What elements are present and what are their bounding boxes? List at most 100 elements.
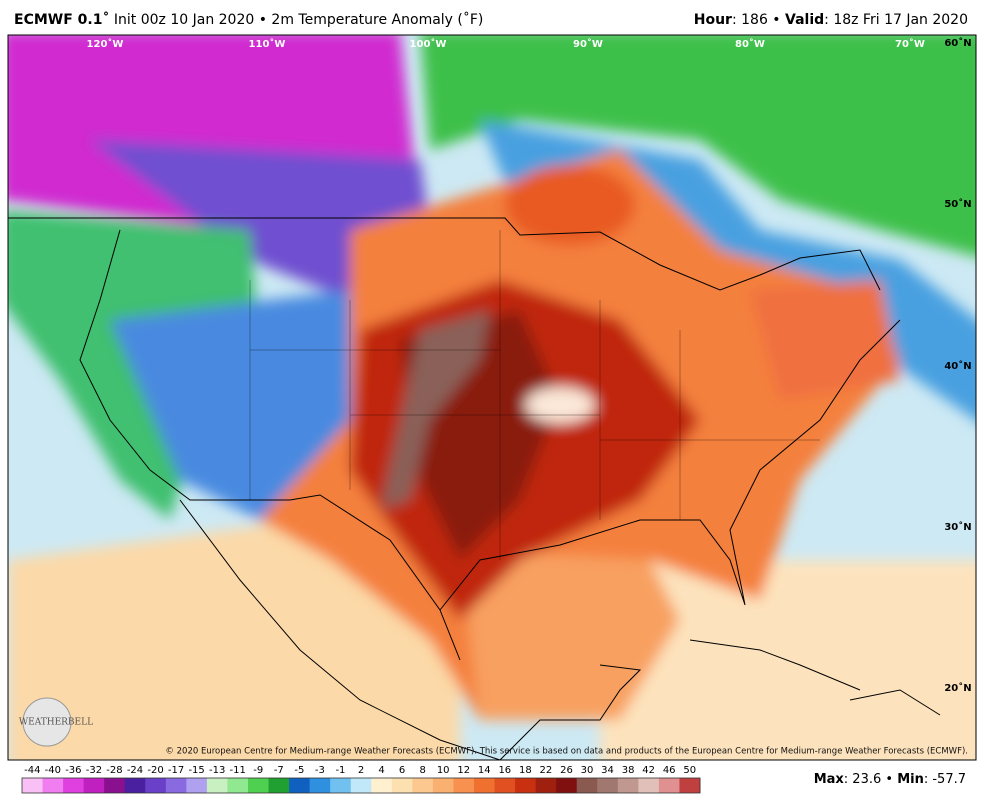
- colorbar-label: 12: [457, 765, 470, 776]
- latitude-label: 40˚N: [944, 360, 971, 372]
- colorbar-label: -36: [65, 765, 81, 776]
- colorbar-swatch: [248, 778, 270, 793]
- colorbar-swatch: [453, 778, 475, 793]
- colorbar-swatch: [22, 778, 44, 793]
- logo: WEATHERBELL: [19, 718, 93, 728]
- colorbar-label: 22: [540, 765, 553, 776]
- colorbar-swatch: [535, 778, 557, 793]
- colorbar-swatch: [268, 778, 290, 793]
- colorbar-swatch: [494, 778, 516, 793]
- colorbar-label: 50: [683, 765, 696, 776]
- copyright: © 2020 European Centre for Medium-range …: [165, 747, 968, 757]
- anomaly-field: [8, 35, 976, 760]
- colorbar-swatch: [289, 778, 311, 793]
- colorbar-swatch: [124, 778, 146, 793]
- longitude-label: 90˚W: [573, 38, 603, 50]
- colorbar-label: -32: [86, 765, 102, 776]
- colorbar-label: -40: [45, 765, 61, 776]
- colorbar-label: -5: [294, 765, 304, 776]
- colorbar-swatch: [42, 778, 64, 793]
- map: WEATHERBELL © 2020 European Centre for M…: [8, 35, 976, 760]
- colorbar-swatch: [638, 778, 660, 793]
- text-segment: Valid: [785, 12, 824, 28]
- colorbar-label: 26: [560, 765, 573, 776]
- colorbar-swatch: [432, 778, 454, 793]
- text-segment: : 18z Fri 17 Jan 2020: [824, 12, 968, 28]
- text-segment: Hour: [694, 12, 732, 28]
- state-lines: [249, 230, 820, 560]
- longitude-label: 70˚W: [895, 38, 925, 50]
- colorbar-label: -11: [230, 765, 246, 776]
- colorbar-swatch: [145, 778, 167, 793]
- colorbar-swatch: [330, 778, 352, 793]
- colorbar-swatch: [83, 778, 105, 793]
- colorbar-swatch: [474, 778, 496, 793]
- colorbar-label: 46: [663, 765, 676, 776]
- colorbar-swatch: [658, 778, 680, 793]
- colorbar-swatch: [412, 778, 434, 793]
- colorbar-swatch: [227, 778, 249, 793]
- colorbar-swatch: [515, 778, 537, 793]
- text-segment: ECMWF 0.1˚: [14, 11, 109, 28]
- longitude-label: 100˚W: [410, 38, 447, 50]
- colorbar-label: 18: [519, 765, 532, 776]
- text-segment: : -57.7: [924, 772, 966, 787]
- colorbar-swatch: [679, 778, 701, 793]
- longitude-label: 80˚W: [735, 38, 765, 50]
- colorbar-label: -9: [253, 765, 263, 776]
- colorbar-label: -44: [24, 765, 40, 776]
- colorbar-frame: [21, 777, 701, 794]
- colorbar-label: 34: [601, 765, 614, 776]
- map-frame: [7, 34, 977, 761]
- colorbar-swatch: [350, 778, 372, 793]
- colorbar-label: -24: [127, 765, 143, 776]
- longitude-label: 110˚W: [249, 38, 286, 50]
- colorbar-swatch: [371, 778, 393, 793]
- colorbar: -44 -40 -36 -32 -28 -24 -20 -17 -15 -13 -11 -9 -7 -5-…: [21, 765, 701, 794]
- logo-globe: [22, 697, 72, 747]
- colorbar-swatch: [186, 778, 208, 793]
- colorbar-label: -15: [188, 765, 204, 776]
- text-segment: Min: [897, 772, 924, 787]
- colorbar-swatch: [206, 778, 228, 793]
- borders: [8, 217, 941, 760]
- colorbar-label: 30: [581, 765, 594, 776]
- colorbar-label: 42: [642, 765, 655, 776]
- colorbar-label: 2: [358, 765, 364, 776]
- text-segment: Max: [814, 772, 845, 787]
- latitude-label: 30˚N: [944, 521, 971, 533]
- colorbar-swatch: [391, 778, 413, 793]
- text-segment: Init 00z 10 Jan 2020 • 2m Temperature An…: [109, 11, 483, 28]
- latitude-label: 20˚N: [944, 682, 971, 694]
- colorbar-label: 10: [437, 765, 450, 776]
- header-valid: Hour: 186 • Valid: 18z Fri 17 Jan 2020: [694, 12, 968, 28]
- colorbar-label: 6: [399, 765, 405, 776]
- colorbar-label: 4: [378, 765, 384, 776]
- colorbar-label: -17: [168, 765, 184, 776]
- colorbar-swatch: [617, 778, 639, 793]
- colorbar-label: 14: [478, 765, 491, 776]
- colorbar-label: 38: [622, 765, 635, 776]
- longitude-label: 120˚W: [87, 38, 124, 50]
- colorbar-label: -28: [106, 765, 122, 776]
- colorbar-swatch: [597, 778, 619, 793]
- colorbar-swatch: [556, 778, 578, 793]
- latitude-label: 50˚N: [944, 198, 971, 210]
- colorbar-swatch: [165, 778, 187, 793]
- colorbar-swatch: [576, 778, 598, 793]
- colorbar-label: 8: [419, 765, 425, 776]
- colorbar-swatch: [104, 778, 126, 793]
- colorbar-label: -13: [209, 765, 225, 776]
- text-segment: : 186 •: [732, 12, 785, 28]
- max-min: Max: 23.6 • Min: -57.7: [814, 772, 966, 787]
- colorbar-label: 16: [498, 765, 511, 776]
- colorbar-swatch: [309, 778, 331, 793]
- text-segment: : 23.6 •: [844, 772, 897, 787]
- header-title: ECMWF 0.1˚ Init 00z 10 Jan 2020 • 2m Tem…: [14, 11, 483, 28]
- colorbar-label: -1: [335, 765, 345, 776]
- colorbar-label: -3: [315, 765, 325, 776]
- colorbar-swatch: [63, 778, 85, 793]
- latitude-label: 60˚N: [944, 37, 971, 49]
- colorbar-label: -7: [274, 765, 284, 776]
